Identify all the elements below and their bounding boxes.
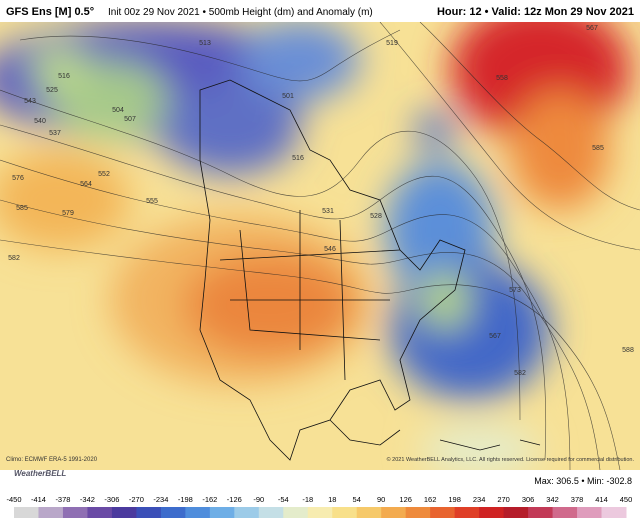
valid-time: Hour: 12 • Valid: 12z Mon 29 Nov 2021	[437, 6, 634, 18]
contour-label: 546	[324, 246, 336, 253]
colorbar-swatch	[332, 507, 358, 518]
colorbar-swatch	[405, 507, 431, 518]
contour-label: 501	[282, 93, 294, 100]
contour-label: 552	[98, 171, 110, 178]
colorbar-swatch	[552, 507, 578, 518]
colorbar-label: -162	[202, 495, 217, 504]
max-min: Max: 306.5 • Min: -302.8	[534, 476, 632, 486]
contour-label: 504	[112, 107, 124, 114]
contour-label: 540	[34, 118, 46, 125]
colorbar-swatch	[185, 507, 211, 518]
colorbar-swatch	[14, 507, 39, 518]
colorbar-swatch	[307, 507, 333, 518]
colorbar-label: 450	[620, 495, 633, 504]
colorbar-label: -90	[253, 495, 264, 504]
colorbar-swatch	[503, 507, 529, 518]
colorbar-label: -234	[153, 495, 168, 504]
colorbar-swatch	[111, 507, 137, 518]
contour-label: 579	[62, 210, 74, 217]
colorbar: -450 -414 -378 -342 -306 -270 -234 -198 -162 -126…	[6, 495, 632, 518]
colorbar-swatch	[234, 507, 260, 518]
contour-label: 525	[46, 87, 58, 94]
coastlines	[199, 79, 541, 461]
contour-label: 543	[24, 98, 36, 105]
colorbar-label: -414	[31, 495, 46, 504]
colorbar-swatch	[528, 507, 554, 518]
colorbar-swatch	[62, 507, 88, 518]
colorbar-swatch	[160, 507, 186, 518]
colorbar-swatch	[136, 507, 162, 518]
contour-label: 573	[509, 287, 521, 294]
contour-label: 582	[8, 255, 20, 262]
colorbar-label: 54	[353, 495, 361, 504]
contours	[0, 22, 640, 470]
colorbar-label: -54	[278, 495, 289, 504]
copyright: © 2021 WeatherBELL Analytics, LLC. All r…	[387, 456, 635, 463]
colorbar-label: -126	[227, 495, 242, 504]
colorbar-swatch	[454, 507, 480, 518]
map-subtitle: Init 00z 29 Nov 2021 • 500mb Height (dm)…	[108, 7, 373, 18]
contour-label: 585	[592, 145, 604, 152]
colorbar-label: 234	[473, 495, 486, 504]
colorbar-label: 378	[571, 495, 584, 504]
colorbar-swatch	[209, 507, 235, 518]
colorbar-swatch	[258, 507, 284, 518]
colorbar-label: -306	[104, 495, 119, 504]
contour-label: 576	[12, 175, 24, 182]
contour-label: 567	[586, 25, 598, 32]
contour-label: 516	[292, 155, 304, 162]
colorbar-label: -18	[302, 495, 313, 504]
contour-label: 558	[496, 75, 508, 82]
colorbar-label: 306	[522, 495, 535, 504]
contour-label: 585	[16, 205, 28, 212]
contour-label: 507	[124, 116, 136, 123]
logo: WeatherBELL	[14, 469, 66, 478]
colorbar-swatch	[577, 507, 603, 518]
model-name: GFS Ens [M] 0.5°	[6, 6, 94, 18]
contour-label: 531	[322, 208, 334, 215]
contour-label: 588	[622, 347, 634, 354]
colorbar-label: -378	[55, 495, 70, 504]
colorbar-label: -342	[80, 495, 95, 504]
contour-label: 516	[58, 73, 70, 80]
colorbar-swatch	[38, 507, 64, 518]
colorbar-swatch	[601, 507, 627, 518]
colorbar-label: 18	[328, 495, 336, 504]
colorbar-label: -270	[129, 495, 144, 504]
colorbar-swatch	[87, 507, 113, 518]
colorbar-swatch	[479, 507, 505, 518]
contour-label: 582	[514, 370, 526, 377]
colorbar-label: 414	[595, 495, 608, 504]
colorbar-swatch	[283, 507, 309, 518]
contour-label: 567	[489, 333, 501, 340]
contour-label: 564	[80, 181, 92, 188]
contour-label: 528	[370, 213, 382, 220]
climo-note: Climo: ECMWF ERA-5 1991-2020	[6, 457, 98, 463]
contour-label: 513	[199, 40, 211, 47]
colorbar-swatch	[356, 507, 382, 518]
contour-labels: 5165255435405375045075135015165765645525…	[8, 25, 634, 377]
colorbar-label: 90	[377, 495, 385, 504]
colorbar-label: 270	[497, 495, 510, 504]
colorbar-label: 162	[424, 495, 437, 504]
colorbar-label: 198	[448, 495, 461, 504]
contour-label: 537	[49, 130, 61, 137]
colorbar-label: 126	[399, 495, 412, 504]
colorbar-label: 342	[546, 495, 559, 504]
colorbar-swatch	[430, 507, 456, 518]
colorbar-swatch	[381, 507, 407, 518]
contour-label: 555	[146, 198, 158, 205]
contour-label: 519	[386, 40, 398, 47]
colorbar-label: -450	[6, 495, 21, 504]
colorbar-label: -198	[178, 495, 193, 504]
anomaly-field	[0, 22, 640, 470]
